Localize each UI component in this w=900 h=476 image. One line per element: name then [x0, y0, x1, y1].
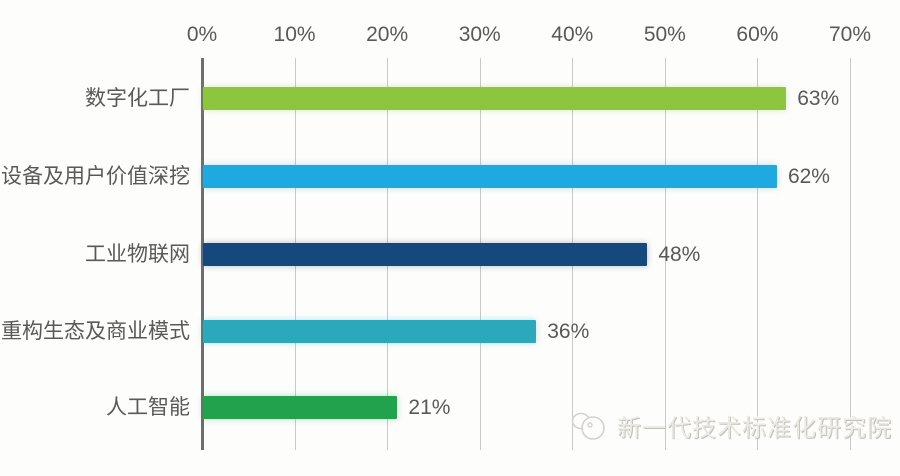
bar	[203, 320, 536, 343]
value-label: 36%	[547, 320, 590, 343]
category-label: 工业物联网	[85, 243, 190, 266]
x-axis-tick-label: 60%	[736, 23, 779, 46]
x-axis-tick-label: 30%	[458, 23, 501, 46]
bar	[203, 396, 397, 419]
x-axis-tick-label: 0%	[186, 23, 218, 46]
value-label: 63%	[797, 87, 840, 110]
category-label: 重构生态及商业模式	[1, 320, 190, 343]
x-axis-tick-label: 70%	[828, 23, 872, 46]
category-label: 设备及用户价值深挖	[1, 165, 190, 188]
value-label: 48%	[658, 243, 701, 266]
watermark: 新一代技术标准化研究院	[571, 408, 892, 443]
category-label: 数字化工厂	[85, 87, 190, 110]
bar	[203, 87, 786, 110]
x-axis-tick-label: 50%	[643, 23, 686, 46]
x-axis-tick-label: 40%	[551, 23, 594, 46]
gridline	[665, 58, 666, 450]
gridline	[757, 58, 758, 450]
institute-logo-icon	[571, 412, 605, 440]
value-label: 62%	[787, 165, 830, 188]
gridline	[850, 58, 851, 450]
watermark-text: 新一代技术标准化研究院	[617, 415, 892, 442]
bar	[203, 243, 647, 266]
category-label: 人工智能	[106, 396, 190, 419]
y-axis-line	[201, 58, 204, 450]
x-axis-tick-label: 20%	[366, 23, 409, 46]
x-axis-tick-label: 10%	[273, 23, 316, 46]
bar	[203, 165, 777, 188]
value-label: 21%	[408, 396, 451, 419]
